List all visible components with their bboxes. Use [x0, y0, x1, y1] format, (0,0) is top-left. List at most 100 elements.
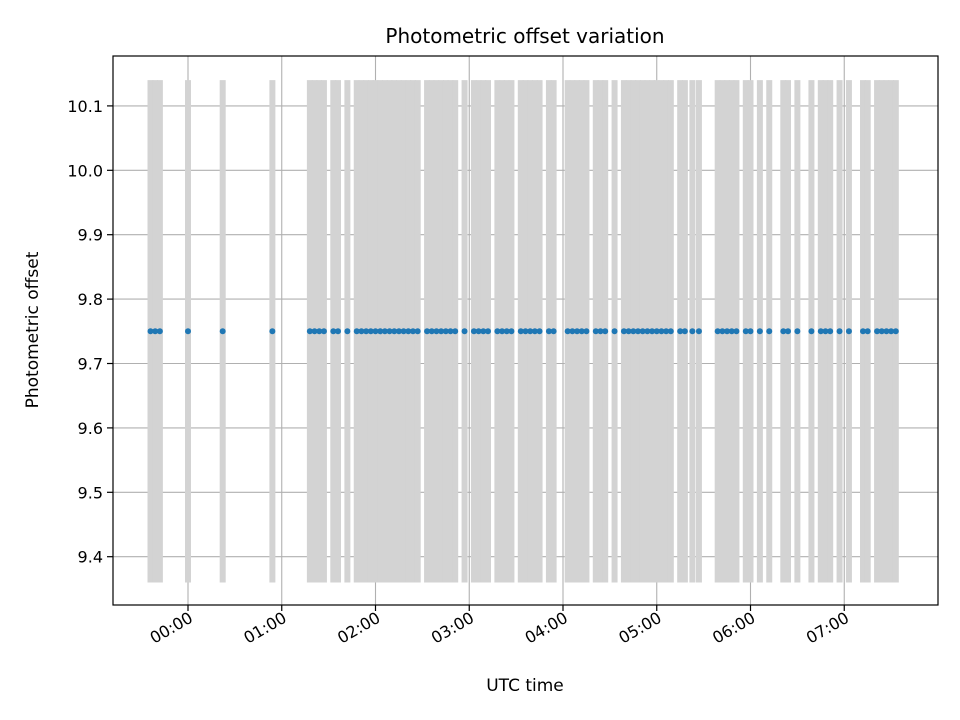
y-tick-label: 10.1	[67, 97, 103, 116]
data-point	[845, 328, 852, 335]
data-point	[377, 328, 384, 335]
y-tick-label: 9.8	[78, 290, 103, 309]
data-point	[461, 328, 468, 335]
data-point	[653, 328, 660, 335]
plot-area-frame	[112, 55, 939, 606]
data-point	[363, 328, 370, 335]
data-point	[452, 328, 459, 335]
chart-title: Photometric offset variation	[385, 24, 664, 48]
y-tick-label: 9.9	[78, 226, 103, 245]
data-point	[756, 328, 763, 335]
data-point	[475, 328, 482, 335]
data-point	[892, 328, 899, 335]
data-point	[353, 328, 360, 335]
data-point	[625, 328, 632, 335]
data-point	[269, 328, 276, 335]
data-point	[724, 328, 731, 335]
y-tick-label: 10.0	[67, 161, 103, 180]
data-point	[611, 328, 618, 335]
data-point	[550, 328, 557, 335]
data-point	[344, 328, 351, 335]
data-point	[785, 328, 791, 335]
data-point	[367, 328, 374, 335]
data-point	[592, 328, 599, 335]
data-point	[878, 328, 885, 335]
data-point	[794, 328, 801, 335]
data-point	[391, 328, 398, 335]
data-point	[817, 328, 824, 335]
data-points	[147, 328, 899, 335]
data-point	[620, 328, 627, 335]
data-point	[424, 328, 431, 335]
data-point	[883, 328, 890, 335]
data-point	[635, 328, 641, 335]
data-point	[414, 328, 421, 335]
data-point	[578, 328, 585, 335]
data-point	[602, 328, 609, 335]
data-point	[780, 328, 787, 335]
data-point	[545, 328, 552, 335]
data-point	[747, 328, 754, 335]
data-point	[583, 328, 590, 335]
data-point	[527, 328, 534, 335]
data-point	[438, 328, 445, 335]
data-point	[442, 328, 449, 335]
y-tick-label: 9.7	[78, 355, 103, 374]
data-point	[522, 328, 529, 335]
data-point	[485, 328, 491, 335]
y-tick-label: 9.5	[78, 483, 103, 502]
data-point	[433, 328, 440, 335]
data-point	[630, 328, 637, 335]
data-point	[386, 328, 393, 335]
data-point	[597, 328, 604, 335]
data-point	[316, 328, 323, 335]
data-point	[358, 328, 365, 335]
data-point	[219, 328, 226, 335]
data-point	[156, 328, 163, 335]
data-point	[827, 328, 834, 335]
data-point	[677, 328, 684, 335]
data-point	[536, 328, 543, 335]
data-point	[667, 328, 674, 335]
y-axis-label: Photometric offset	[23, 251, 43, 408]
data-point	[447, 328, 454, 335]
data-point	[517, 328, 524, 335]
data-point	[147, 328, 154, 335]
data-point	[681, 328, 688, 335]
data-point	[480, 328, 487, 335]
data-point	[689, 328, 696, 335]
data-point	[728, 328, 735, 335]
data-point	[381, 328, 388, 335]
data-point	[639, 328, 646, 335]
data-point	[733, 328, 740, 335]
data-point	[649, 328, 656, 335]
data-point	[470, 328, 477, 335]
data-point	[658, 328, 665, 335]
data-point	[320, 328, 327, 335]
y-axis-ticks: 9.4 9.5 9.6 9.7 9.8 9.9 10.0 10.1	[67, 97, 113, 567]
data-point	[311, 328, 318, 335]
data-point	[644, 328, 651, 335]
data-point	[152, 328, 159, 335]
data-point	[864, 328, 871, 335]
data-point	[808, 328, 815, 335]
data-point	[888, 328, 895, 335]
x-axis-label: UTC time	[486, 676, 564, 696]
data-point	[836, 328, 843, 335]
y-tick-label: 9.6	[78, 419, 103, 438]
data-point	[822, 328, 829, 335]
data-point	[531, 328, 538, 335]
data-point	[874, 328, 881, 335]
data-point	[428, 328, 435, 335]
data-point	[499, 328, 506, 335]
data-point	[719, 328, 726, 335]
data-point	[185, 328, 191, 335]
data-point	[564, 328, 571, 335]
data-point	[395, 328, 402, 335]
data-point	[569, 328, 576, 335]
data-point	[663, 328, 670, 335]
data-point	[860, 328, 866, 335]
data-point	[714, 328, 721, 335]
data-point	[410, 328, 416, 335]
